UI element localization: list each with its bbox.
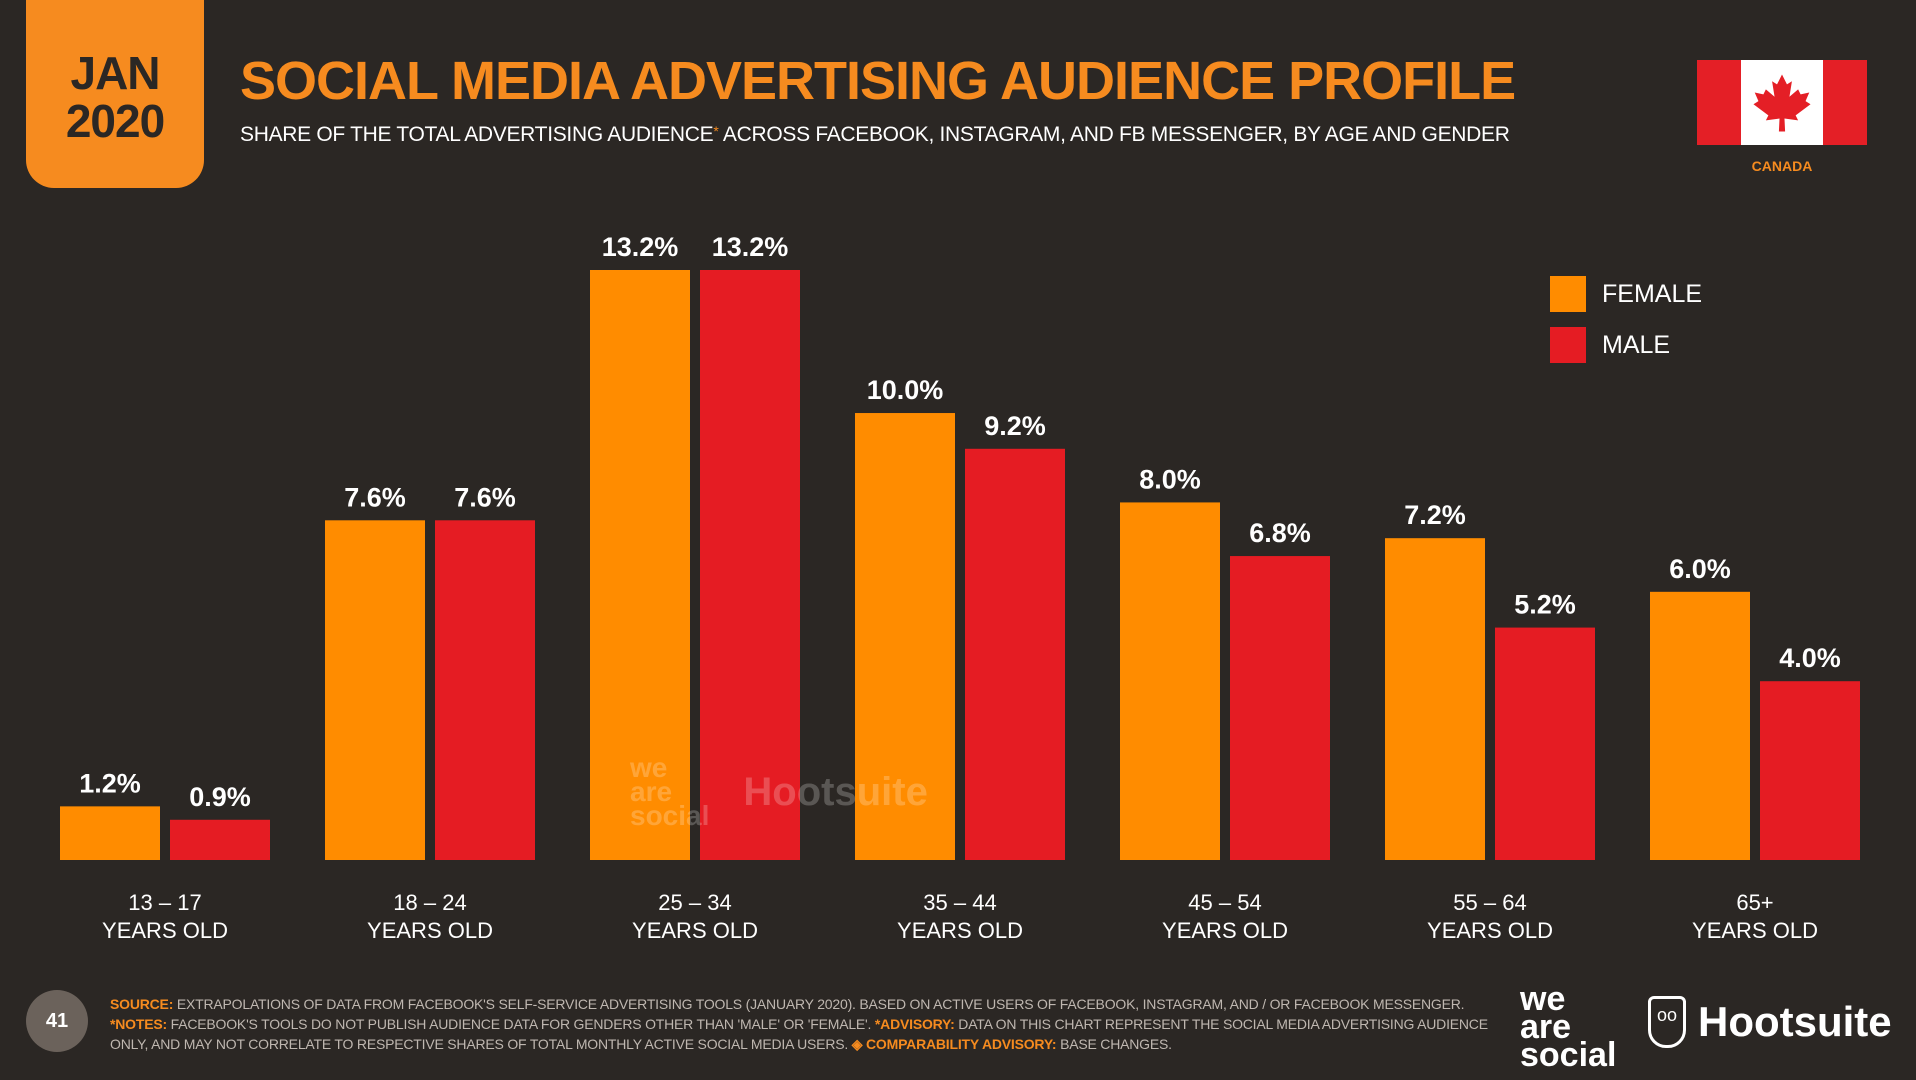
owl-icon: oo [1648, 996, 1686, 1048]
data-label-male-2: 13.2% [712, 232, 789, 262]
brand-social: social [1520, 1036, 1617, 1074]
comparability-text: BASE CHANGES. [1056, 1036, 1172, 1052]
flag-left-band [1697, 60, 1741, 145]
page-number: 41 [26, 990, 88, 1052]
canada-flag [1697, 60, 1867, 145]
source-text: EXTRAPOLATIONS OF DATA FROM FACEBOOK'S S… [173, 996, 1465, 1012]
bar-female-2 [590, 270, 690, 860]
data-label-female-0: 1.2% [79, 768, 141, 798]
notes-label: *NOTES: [110, 1016, 167, 1032]
flag-center [1741, 60, 1823, 145]
category-label-3-1: YEARS OLD [897, 918, 1023, 943]
legend-label-female: FEMALE [1602, 279, 1703, 308]
category-label-4-0: 45 – 54 [1188, 890, 1261, 915]
subtitle-text-rest: ACROSS FACEBOOK, INSTAGRAM, AND FB MESSE… [718, 123, 1510, 146]
hootsuite-name: Hootsuite [1698, 998, 1892, 1045]
category-label-0-1: YEARS OLD [102, 918, 228, 943]
category-label-5-1: YEARS OLD [1427, 918, 1553, 943]
bar-male-4 [1230, 556, 1330, 860]
country-label: CANADA [1751, 158, 1813, 174]
bar-female-6 [1650, 591, 1750, 860]
date-month: JAN [70, 47, 160, 99]
bar-chart: 1.2% 0.9% 13 – 17 YEARS OLD 7.6% 7.6% 18 – 24 Y… [60, 232, 1860, 943]
category-label-2-1: YEARS OLD [632, 918, 758, 943]
legend-label-male: MALE [1602, 330, 1671, 359]
bar-male-0 [170, 819, 270, 860]
category-label-6-0: 65+ [1736, 890, 1773, 915]
subtitle-text: SHARE OF THE TOTAL ADVERTISING AUDIENCE [240, 123, 714, 146]
legend-item-male: MALE [1550, 327, 1702, 363]
bar-female-5 [1385, 538, 1485, 860]
data-label-female-1: 7.6% [344, 482, 406, 512]
advisory-label: *ADVISORY: [874, 1016, 955, 1032]
data-label-male-6: 4.0% [1779, 643, 1841, 673]
hootsuite-logo: oo Hootsuite [1648, 996, 1892, 1048]
bar-male-3 [965, 448, 1065, 860]
category-label-0-0: 13 – 17 [128, 890, 201, 915]
flag-right-band [1823, 60, 1867, 145]
page-title: SOCIAL MEDIA ADVERTISING AUDIENCE PROFIL… [240, 51, 1516, 111]
maple-leaf-icon [1753, 73, 1811, 132]
category-label-1-1: YEARS OLD [367, 918, 493, 943]
source-label: SOURCE: [110, 996, 174, 1012]
bar-female-4 [1120, 502, 1220, 860]
bar-male-5 [1495, 627, 1595, 860]
data-label-female-6: 6.0% [1669, 554, 1731, 584]
comparability-label: ◈ COMPARABILITY ADVISORY: [851, 1036, 1057, 1052]
page-subtitle: SHARE OF THE TOTAL ADVERTISING AUDIENCE*… [240, 123, 1510, 147]
category-label-5-0: 55 – 64 [1453, 890, 1526, 915]
bar-male-2 [700, 270, 800, 860]
data-label-male-0: 0.9% [189, 782, 251, 812]
notes-text: FACEBOOK'S TOOLS DO NOT PUBLISH AUDIENCE… [166, 1016, 875, 1032]
we-are-social-logo: we are social [1520, 980, 1617, 1074]
bar-male-1 [435, 520, 535, 860]
data-label-female-3: 10.0% [867, 375, 944, 405]
advisory-text: DATA ON THIS CHART REPRESENT THE SOCIAL … [110, 1016, 1488, 1052]
category-label-3-0: 35 – 44 [923, 890, 996, 915]
date-badge: JAN 2020 [26, 0, 204, 188]
subtitle-asterisk: * [713, 123, 719, 139]
legend-swatch-female [1550, 276, 1586, 312]
date-year: 2020 [65, 95, 165, 147]
legend-item-female: FEMALE [1550, 276, 1702, 312]
data-label-male-4: 6.8% [1249, 518, 1311, 548]
data-label-female-2: 13.2% [602, 232, 679, 262]
brand-are: are [1520, 1008, 1572, 1046]
data-label-female-4: 8.0% [1139, 464, 1201, 494]
category-label-2-0: 25 – 34 [658, 890, 731, 915]
chart-legend: FEMALE MALE [1550, 276, 1702, 378]
data-label-male-1: 7.6% [454, 482, 516, 512]
footer-notes: SOURCE: EXTRAPOLATIONS OF DATA FROM FACE… [110, 994, 1500, 1054]
category-label-6-1: YEARS OLD [1692, 918, 1818, 943]
category-label-1-0: 18 – 24 [393, 890, 466, 915]
bar-female-0 [60, 806, 160, 860]
bar-female-3 [855, 413, 955, 860]
legend-swatch-male [1550, 327, 1586, 363]
data-label-male-3: 9.2% [984, 411, 1046, 441]
bar-male-6 [1760, 681, 1860, 860]
bar-female-1 [325, 520, 425, 860]
data-label-female-5: 7.2% [1404, 500, 1466, 530]
brand-we: we [1520, 980, 1566, 1018]
category-label-4-1: YEARS OLD [1162, 918, 1288, 943]
data-label-male-5: 5.2% [1514, 590, 1576, 620]
